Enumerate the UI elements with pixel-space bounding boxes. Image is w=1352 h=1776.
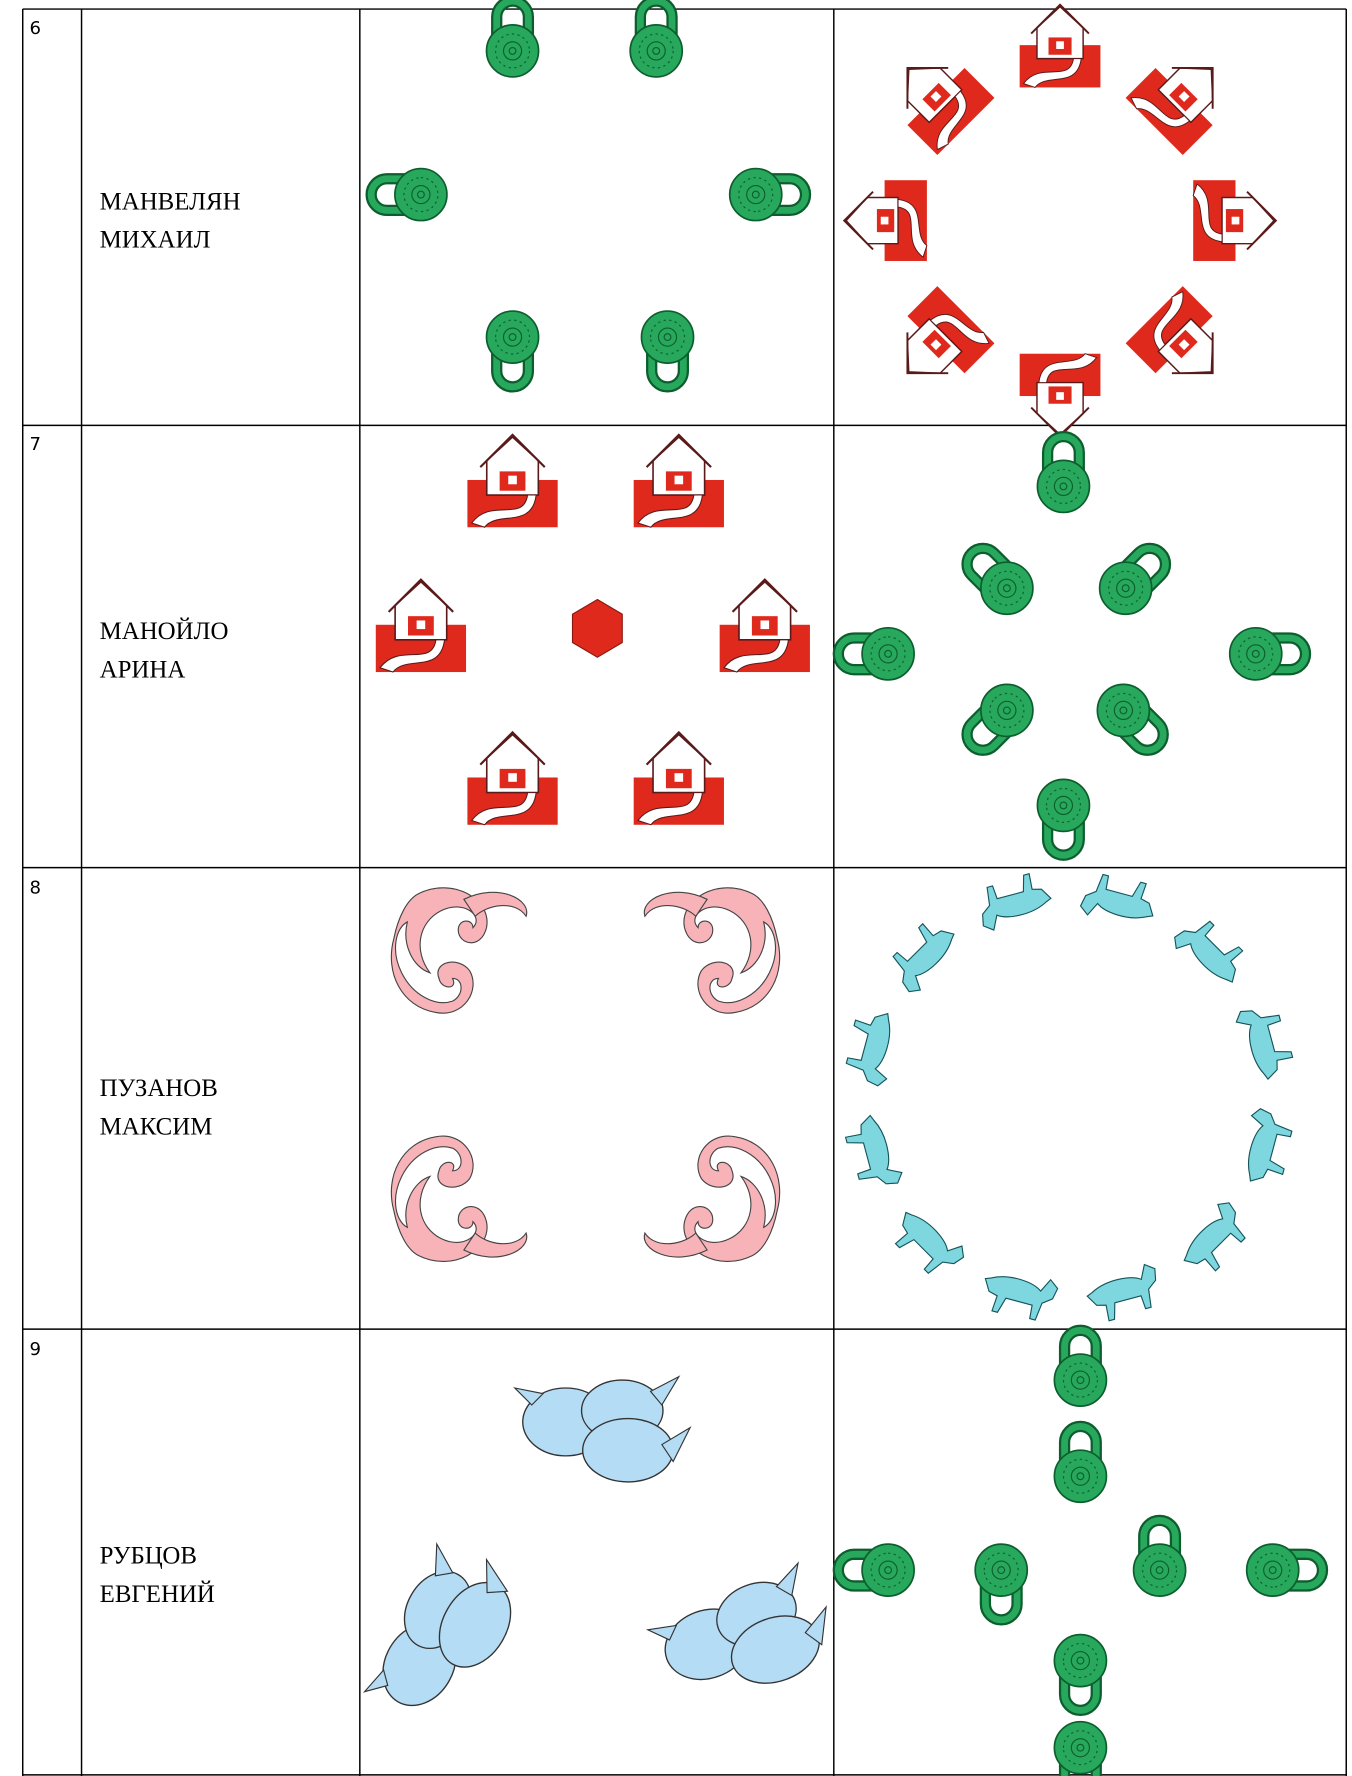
lock-icon	[1087, 674, 1177, 764]
lock-icon	[1247, 1544, 1323, 1596]
lock-icon	[953, 674, 1043, 764]
dog-icon	[1172, 1197, 1257, 1282]
lock-icon	[1054, 1330, 1106, 1406]
lock-icon	[1134, 1520, 1186, 1596]
house-icon	[1018, 3, 1102, 89]
lock-icon	[371, 169, 447, 221]
lock-icon	[1037, 437, 1089, 513]
bubble-icon	[514, 1376, 691, 1483]
lock-icon	[487, 1, 539, 77]
lock-icon	[838, 628, 914, 680]
house-icon	[877, 38, 996, 156]
dog-icon	[1169, 909, 1254, 994]
lock-icon	[730, 169, 806, 221]
lock-icon	[487, 311, 539, 387]
ornament-icon	[643, 1135, 781, 1263]
name: АРИНА	[100, 657, 186, 684]
dog-icon	[977, 1262, 1060, 1327]
ornament-icon	[390, 887, 528, 1014]
name: МАНОЙЛО	[100, 617, 229, 645]
lock-icon	[953, 535, 1043, 625]
dog-icon	[881, 912, 966, 998]
dog-icon	[1233, 1001, 1297, 1084]
name: МАКСИМ	[100, 1114, 213, 1141]
row-number: 6	[30, 18, 42, 39]
house-icon	[1124, 38, 1243, 156]
dog-icon	[841, 1110, 905, 1194]
ornament-icon	[390, 1135, 528, 1263]
dog-icon	[1082, 1261, 1166, 1326]
name: МАНВЕЛЯН	[100, 188, 241, 215]
house-icon	[1018, 352, 1102, 438]
lock-icon	[1230, 628, 1306, 680]
name: МИХАИЛ	[100, 227, 211, 254]
dog-icon	[972, 869, 1056, 933]
house-icon	[632, 433, 726, 529]
ornament-icon	[643, 887, 781, 1014]
house-icon	[843, 179, 928, 262]
row-number: 8	[30, 878, 42, 899]
row-number: 9	[30, 1339, 42, 1360]
name: РУБЦОВ	[100, 1542, 197, 1569]
hexagon	[571, 598, 623, 658]
lock-icon	[1037, 779, 1089, 855]
dog-icon	[1234, 1106, 1299, 1190]
row-number: 7	[30, 434, 42, 455]
lock-icon	[838, 1544, 914, 1596]
lock-icon	[1054, 1635, 1106, 1711]
name: ЕВГЕНИЙ	[100, 1580, 215, 1608]
lock-icon	[1054, 1722, 1106, 1776]
bubble-icon	[354, 1533, 535, 1740]
house-icon	[632, 731, 726, 826]
lock-icon	[975, 1544, 1027, 1620]
dog-icon	[840, 1005, 904, 1089]
dog-icon	[884, 1200, 969, 1286]
house-icon	[466, 731, 559, 826]
house-icon	[877, 285, 996, 403]
house-icon	[374, 578, 468, 674]
bubble-icon	[643, 1558, 846, 1719]
lock-icon	[641, 311, 693, 387]
house-icon	[466, 433, 559, 529]
house-icon	[1124, 285, 1243, 403]
house-icon	[718, 578, 812, 674]
dog-icon	[1078, 868, 1161, 932]
lock-icon	[1054, 1426, 1106, 1502]
house-icon	[1192, 179, 1277, 262]
lock-icon	[630, 1, 682, 77]
table-grid	[21, 8, 1347, 1776]
lock-icon	[1089, 535, 1179, 625]
name: ПУЗАНОВ	[100, 1075, 218, 1102]
